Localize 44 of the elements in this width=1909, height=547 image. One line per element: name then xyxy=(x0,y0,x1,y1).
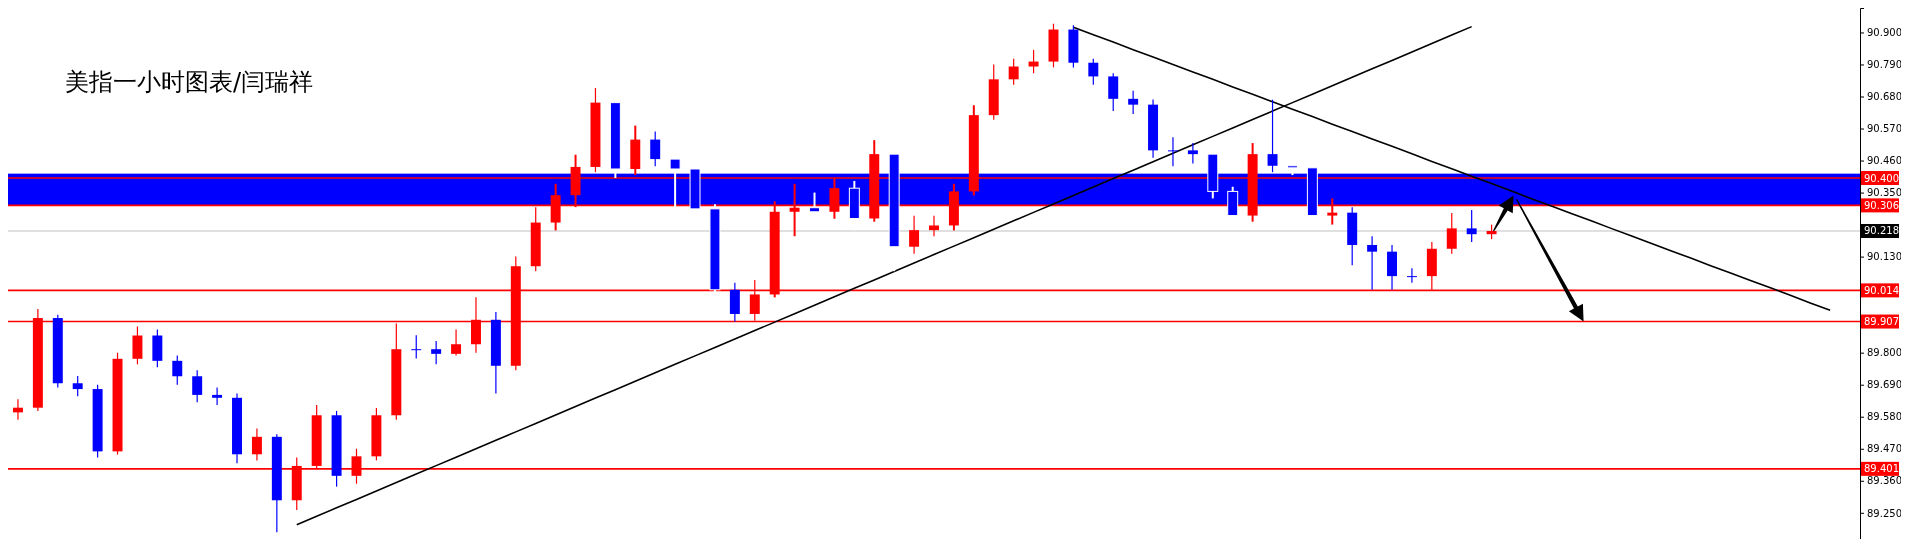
ref-line-label: 89.907 xyxy=(1864,316,1899,328)
candlestick xyxy=(1187,142,1198,165)
y-tick-label: 90.460 xyxy=(1867,155,1902,167)
y-tick-label: 89.470 xyxy=(1867,443,1902,455)
candlestick xyxy=(1128,90,1139,115)
candlestick xyxy=(132,325,143,365)
candlestick xyxy=(212,387,223,406)
candlestick xyxy=(1088,58,1099,86)
candlestick xyxy=(1267,99,1278,173)
y-tick-label: 90.570 xyxy=(1867,123,1902,135)
candlestick xyxy=(451,328,462,357)
candlestick xyxy=(1108,72,1119,112)
candlestick xyxy=(431,340,442,365)
candlestick xyxy=(1466,209,1477,243)
candlestick xyxy=(909,215,920,255)
candlestick xyxy=(172,355,183,386)
y-tick-label: 90.900 xyxy=(1867,27,1902,39)
ref-line-label: 89.401 xyxy=(1864,463,1899,475)
y-tick-label: 89.250 xyxy=(1867,507,1902,519)
candlestick xyxy=(1028,49,1039,74)
text: 美指一小时图表/闫瑞祥 xyxy=(65,68,314,96)
y-tick-label: 89.580 xyxy=(1867,411,1902,423)
candlestick xyxy=(1406,267,1417,284)
y-tick-label: 89.800 xyxy=(1867,347,1902,359)
y-tick-label: 90.790 xyxy=(1867,59,1902,71)
candlestick xyxy=(411,334,422,360)
candlestick xyxy=(650,130,661,167)
y-tick-label: 90.350 xyxy=(1867,187,1902,199)
candlestick xyxy=(192,369,203,403)
ref-line-label: 90.014 xyxy=(1864,284,1899,296)
candlestick xyxy=(1446,212,1457,255)
candlestick xyxy=(1167,136,1178,167)
ref-line-label: 90.306 xyxy=(1864,199,1899,211)
y-tick-label: 89.690 xyxy=(1867,379,1902,391)
y-tick-label: 90.130 xyxy=(1867,251,1902,263)
candlestick xyxy=(251,427,262,461)
y-tick-label: 89.360 xyxy=(1867,475,1902,487)
candlestick xyxy=(929,215,939,237)
candlestick xyxy=(1367,235,1378,291)
candlestick xyxy=(72,375,83,397)
ref-line-label: 90.400 xyxy=(1864,172,1899,184)
ref-line-label: 90.218 xyxy=(1864,225,1899,237)
candlestick xyxy=(1008,58,1019,86)
y-tick-label: 90.680 xyxy=(1867,91,1902,103)
